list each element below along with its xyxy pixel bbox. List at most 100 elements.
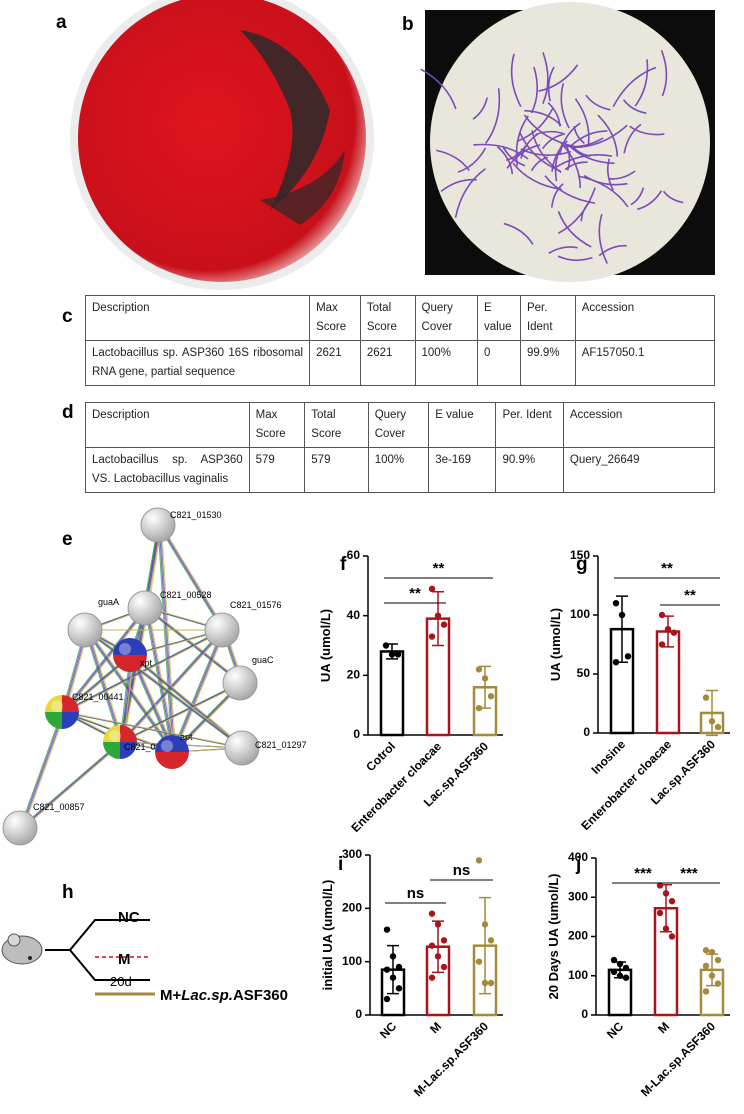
error-bar: [432, 920, 444, 974]
network-node-part: [113, 655, 130, 672]
network-node-label: C821_01747: [124, 742, 176, 752]
network-node-part: [120, 742, 137, 759]
network-node-part: [45, 695, 62, 712]
bacterium: [598, 244, 627, 257]
table-cell: 2621: [309, 340, 361, 386]
y-tick-label: 50: [577, 666, 591, 680]
network-node-part: [103, 742, 120, 759]
network-node-label: guaC: [252, 655, 274, 665]
bacterium: [542, 52, 549, 104]
data-point: [624, 653, 632, 660]
network-node: [222, 665, 258, 701]
bacterium: [561, 137, 604, 148]
bacterium: [553, 153, 613, 170]
bacterium: [472, 97, 488, 120]
bar: [379, 650, 405, 737]
significance-label: ns: [407, 885, 425, 902]
bacterium: [567, 144, 615, 165]
network-node-part: [172, 752, 189, 769]
table-row: Description Max Score Total Score Query Cov…: [85, 402, 716, 448]
error-bar: [706, 689, 718, 737]
network-node: [67, 612, 103, 648]
table-cell: Total Score: [359, 295, 416, 341]
significance-label: **: [433, 560, 445, 577]
data-point: [440, 621, 448, 628]
x-tick-label: M: [427, 1019, 444, 1036]
bacterium: [597, 114, 619, 157]
panel-label: f: [340, 554, 347, 575]
panel-label: b: [402, 14, 414, 35]
x-tick-label: NC: [377, 1019, 399, 1041]
bacterium: [612, 66, 657, 107]
table-cell: Max Score: [248, 402, 306, 448]
network-node: [204, 612, 240, 648]
bacterium: [503, 222, 534, 245]
table-cell: Accession: [562, 402, 716, 448]
data-point: [668, 897, 676, 905]
bacterium: [524, 109, 562, 126]
network-edge: [19, 711, 63, 829]
table-cell: Accession: [574, 295, 716, 341]
network-edge: [158, 524, 224, 631]
y-tick-label: 150: [570, 548, 590, 562]
y-tick-label: 40: [347, 608, 361, 622]
data-point: [382, 642, 390, 649]
data-point: [383, 966, 391, 973]
h-duration: 20d: [110, 974, 132, 989]
data-point: [481, 979, 489, 987]
network-node-label: apt: [180, 732, 193, 742]
data-point: [394, 651, 402, 658]
table-cell: 99.9%: [519, 340, 576, 386]
table-cell: E value: [477, 295, 521, 341]
network-edge: [123, 629, 226, 743]
data-point: [428, 942, 436, 949]
panel-label: h: [62, 882, 74, 903]
table-cell: 2621: [359, 340, 416, 386]
table-cell: Total Score: [304, 402, 369, 448]
network-node: [140, 507, 176, 543]
x-tick-label: Cotrol: [363, 739, 398, 774]
data-point: [475, 857, 483, 864]
bacterium: [485, 88, 501, 144]
bacterium: [565, 144, 571, 171]
network-edge: [144, 607, 173, 753]
network-node-part: [172, 735, 189, 752]
panel-label: j: [575, 854, 581, 875]
network-edge: [129, 654, 173, 753]
y-tick-label: 100: [568, 968, 588, 982]
table-cell: Per. Ident: [495, 402, 564, 448]
y-tick-label: 100: [342, 954, 362, 968]
panel-label: g: [576, 554, 588, 575]
data-point: [475, 958, 483, 965]
table-cell: Query_26649: [562, 447, 716, 493]
network-edge: [171, 629, 223, 753]
table-cell: E value: [428, 402, 497, 448]
x-tick-label: M: [655, 1019, 672, 1036]
network-edge: [61, 607, 146, 713]
table-cell: 579: [304, 447, 369, 493]
y-axis-label: UA (umol/L): [318, 609, 333, 682]
network-edge: [157, 524, 223, 631]
table-cell: 579: [248, 447, 306, 493]
data-point: [618, 611, 626, 619]
network-edge: [159, 524, 225, 631]
network-edge: [159, 524, 175, 753]
data-point: [668, 933, 676, 940]
data-point: [616, 960, 624, 968]
data-point: [428, 974, 436, 981]
y-tick-label: 300: [568, 889, 588, 903]
significance-label: ***: [634, 865, 652, 882]
bacterium: [530, 156, 549, 172]
network-edge: [64, 629, 225, 713]
network-node-label: C821_00441: [72, 692, 124, 702]
data-point: [616, 972, 624, 979]
table-cell: Lactobacillus sp. ASP360 16S ribosomal R…: [84, 340, 311, 386]
bacterium: [548, 246, 578, 254]
panel-label: e: [62, 529, 73, 550]
y-tick-label: 400: [568, 850, 588, 864]
bacterium: [606, 158, 614, 191]
data-point: [481, 675, 489, 682]
data-point: [708, 949, 716, 956]
bacterium: [585, 94, 611, 111]
